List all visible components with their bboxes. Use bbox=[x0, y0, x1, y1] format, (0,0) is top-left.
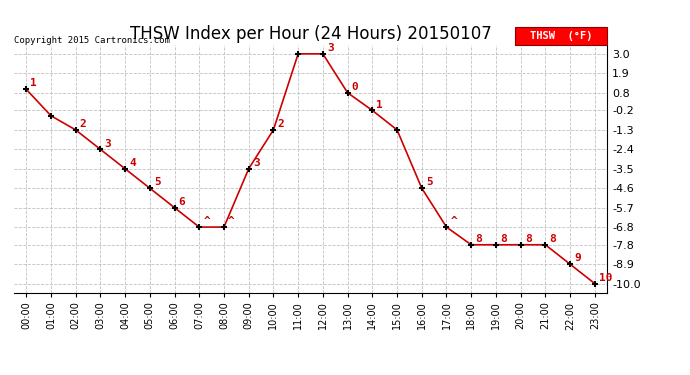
Text: 1: 1 bbox=[30, 78, 37, 88]
Text: THSW  (°F): THSW (°F) bbox=[530, 31, 593, 40]
Text: 5: 5 bbox=[154, 177, 161, 188]
Text: 0: 0 bbox=[352, 82, 359, 92]
Text: 10: 10 bbox=[599, 273, 613, 283]
Text: ^: ^ bbox=[228, 216, 235, 226]
Text: 8: 8 bbox=[549, 234, 556, 244]
Text: ^: ^ bbox=[451, 216, 457, 226]
Text: 2: 2 bbox=[80, 119, 86, 129]
Text: 3: 3 bbox=[327, 43, 334, 53]
Text: ^: ^ bbox=[204, 216, 210, 226]
Text: 2: 2 bbox=[277, 119, 284, 129]
Text: Copyright 2015 Cartronics.com: Copyright 2015 Cartronics.com bbox=[14, 36, 170, 45]
Text: 9: 9 bbox=[574, 254, 581, 263]
Text: 3: 3 bbox=[104, 138, 111, 148]
Text: 1: 1 bbox=[377, 100, 383, 109]
Text: 5: 5 bbox=[426, 177, 433, 188]
Text: 6: 6 bbox=[179, 197, 186, 207]
Title: THSW Index per Hour (24 Hours) 20150107: THSW Index per Hour (24 Hours) 20150107 bbox=[130, 26, 491, 44]
Text: 8: 8 bbox=[525, 234, 531, 244]
Text: 3: 3 bbox=[253, 158, 259, 168]
Text: 8: 8 bbox=[475, 234, 482, 244]
Text: 8: 8 bbox=[500, 234, 507, 244]
FancyBboxPatch shape bbox=[515, 27, 607, 45]
Text: 4: 4 bbox=[129, 158, 136, 168]
